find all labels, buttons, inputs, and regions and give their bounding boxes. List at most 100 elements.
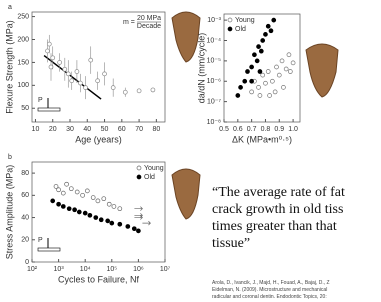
point	[270, 79, 274, 83]
x-tick-label: 1.0	[288, 126, 298, 133]
quote-line: tissue”	[212, 236, 250, 251]
point	[66, 72, 70, 76]
point	[84, 86, 88, 90]
y-tick-label: 20	[21, 237, 29, 244]
x-tick-label: 10	[32, 126, 40, 133]
point	[266, 24, 270, 28]
point	[111, 86, 115, 90]
point	[257, 45, 261, 49]
x-axis-label: Age (years)	[75, 134, 122, 144]
point	[263, 81, 267, 85]
point	[106, 219, 110, 223]
y-tick-label: 10⁻⁴	[207, 37, 222, 44]
x-tick-label: 30	[66, 126, 74, 133]
legend-marker	[137, 166, 141, 170]
panel-letter: a	[8, 4, 12, 11]
y-tick-label: 0	[25, 259, 29, 266]
point	[67, 207, 71, 211]
x-tick-label: 0.5	[219, 126, 229, 133]
runout-arrow	[134, 207, 142, 211]
panel-letter: b	[8, 154, 12, 161]
point	[245, 70, 249, 74]
x-tick-label: 0.9	[274, 126, 284, 133]
point	[81, 193, 85, 197]
quote-line: crack growth in old tiss	[212, 202, 343, 217]
x-tick-label: 60	[118, 126, 126, 133]
point	[96, 79, 100, 83]
point	[112, 204, 116, 208]
point	[275, 65, 279, 69]
point	[83, 211, 87, 215]
point	[261, 73, 265, 77]
y-tick-label: 80	[21, 170, 29, 177]
point	[259, 49, 263, 53]
point	[102, 197, 106, 201]
point	[136, 229, 140, 233]
point	[263, 32, 267, 36]
point	[69, 187, 73, 191]
point	[126, 224, 130, 228]
quote-line: times greater than that	[212, 219, 337, 234]
point	[65, 182, 69, 186]
point	[273, 90, 277, 94]
point	[269, 29, 273, 33]
point	[291, 61, 295, 65]
point	[243, 79, 247, 83]
point	[261, 39, 265, 43]
x-axis-label: Cycles to Failure, Nf	[58, 274, 140, 284]
point	[151, 88, 155, 92]
point	[252, 53, 256, 57]
point	[103, 72, 107, 76]
x-tick-label: 10³	[54, 266, 65, 273]
y-tick-label: 60	[21, 192, 29, 199]
x-tick-label: 70	[135, 126, 143, 133]
point	[70, 79, 74, 83]
legend-label: Young	[235, 17, 255, 24]
point	[272, 18, 276, 22]
point	[250, 65, 254, 69]
x-tick-label: 40	[83, 126, 91, 133]
legend-marker	[137, 175, 141, 179]
specimen	[38, 248, 60, 251]
y-tick-label: 200	[17, 36, 29, 43]
point	[287, 53, 291, 57]
point	[99, 218, 103, 222]
point	[132, 227, 136, 231]
load-label: P	[38, 97, 43, 104]
point	[266, 70, 270, 74]
point	[57, 202, 61, 206]
point	[236, 93, 240, 97]
point	[58, 60, 62, 64]
point	[85, 189, 89, 193]
point	[75, 70, 79, 74]
y-tick-label: 10⁻⁵	[207, 58, 221, 65]
point	[258, 70, 262, 74]
citation-line: Arola, D., Ivancik, J., Majd, H., Fouad,…	[212, 280, 330, 286]
point	[123, 90, 127, 94]
x-tick-label: 0.7	[247, 126, 257, 133]
point	[73, 208, 77, 212]
legend-label: Old	[235, 26, 246, 33]
y-tick-label: 10⁻⁶	[207, 78, 221, 85]
citation-line: Eidelman, N. (2009). Microstructure and …	[212, 287, 327, 293]
y-axis-label: Flexure Strength (MPa)	[4, 20, 14, 114]
point	[239, 85, 243, 89]
x-tick-label: 10⁴	[80, 266, 91, 273]
point	[96, 199, 100, 203]
point	[284, 67, 288, 71]
x-tick-label: 50	[101, 126, 109, 133]
legend-label: Young	[144, 165, 164, 172]
y-tick-label: 40	[21, 214, 29, 221]
x-tick-label: 0.6	[233, 126, 243, 133]
point	[75, 190, 79, 194]
x-axis-label: ΔK (MPa•m⁰·⁵)	[232, 134, 292, 144]
point	[57, 188, 61, 192]
point	[88, 213, 92, 217]
point	[118, 222, 122, 226]
runout-arrow	[134, 216, 142, 220]
legend-label: Old	[144, 174, 155, 181]
point	[250, 90, 254, 94]
point	[63, 67, 67, 71]
citation-line: radicular and coronal dentin. Endodontic…	[212, 294, 327, 300]
point	[110, 221, 114, 225]
